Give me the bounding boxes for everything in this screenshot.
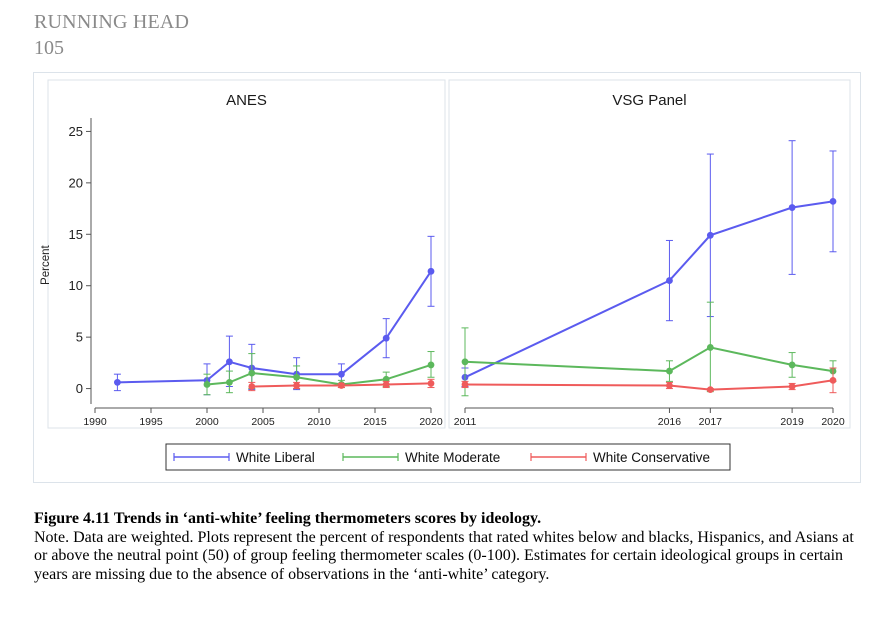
y-tick-label: 10	[69, 278, 83, 293]
data-point	[829, 197, 837, 205]
legend-label: White Liberal	[236, 450, 315, 465]
panel-frame	[448, 79, 851, 429]
panel-frame	[47, 79, 446, 429]
panel-title: ANES	[226, 92, 267, 109]
running-head: RUNNING HEAD	[34, 11, 190, 33]
data-point	[114, 379, 121, 386]
data-point	[248, 383, 256, 390]
data-point	[788, 204, 796, 211]
data-point	[666, 367, 673, 375]
x-tick-label: 2016	[658, 416, 682, 428]
legend-box	[165, 443, 731, 471]
data-point	[427, 380, 435, 387]
data-point	[293, 373, 300, 381]
data-point	[338, 370, 345, 378]
data-point	[248, 369, 256, 377]
data-point	[427, 361, 435, 369]
x-tick-label: 2000	[195, 416, 219, 428]
data-point	[382, 381, 390, 388]
y-tick-label: 20	[69, 175, 83, 190]
x-tick-label: 1995	[139, 416, 163, 428]
y-axis-label: Percent	[40, 245, 52, 285]
data-point	[203, 381, 211, 388]
page-number: 105	[34, 37, 64, 59]
x-tick-label: 2011	[454, 416, 477, 428]
x-tick-label: 2010	[307, 416, 331, 428]
x-tick-label: 2017	[699, 416, 723, 428]
y-axis: 0 5 10 15 20 25 Percent	[40, 118, 92, 404]
x-tick-label: 1990	[83, 416, 107, 428]
data-point	[338, 382, 345, 389]
data-point	[666, 382, 673, 389]
panel-vsg: VSG Panel 2011 2016 2017 2019 2020	[448, 79, 851, 429]
data-point	[829, 376, 837, 384]
data-point	[706, 344, 714, 351]
series-line	[117, 270, 432, 384]
data-point	[788, 361, 796, 369]
caption-title: Figure 4.11 Trends in ‘anti-white’ feeli…	[34, 510, 542, 527]
data-point	[461, 358, 469, 366]
figure-caption: Figure 4.11 Trends in ‘anti-white’ feeli…	[34, 510, 864, 584]
y-tick-label: 5	[76, 330, 83, 345]
data-point	[226, 379, 233, 386]
data-point	[226, 358, 233, 366]
legend: White Liberal White Moderate White Conserv…	[165, 443, 731, 471]
legend-label: White Conservative	[593, 450, 710, 465]
caption-note: Note. Data are weighted. Plots represent…	[34, 528, 854, 583]
data-point	[706, 386, 714, 393]
legend-label: White Moderate	[405, 450, 500, 465]
x-tick-label: 2005	[251, 416, 275, 428]
x-tick-label: 2020	[821, 416, 845, 428]
data-point	[788, 383, 796, 390]
x-tick-label: 2015	[363, 416, 387, 428]
data-point	[427, 267, 435, 275]
data-point	[666, 277, 673, 284]
panel-title: VSG Panel	[612, 92, 686, 109]
data-point	[461, 381, 469, 388]
x-tick-label: 2020	[419, 416, 443, 428]
y-tick-label: 25	[69, 124, 83, 139]
data-point	[382, 334, 390, 342]
data-point	[706, 231, 714, 239]
y-tick-label: 0	[76, 381, 83, 396]
x-tick-label: 2019	[780, 416, 804, 428]
y-tick-label: 15	[69, 227, 83, 242]
data-point	[293, 382, 300, 389]
